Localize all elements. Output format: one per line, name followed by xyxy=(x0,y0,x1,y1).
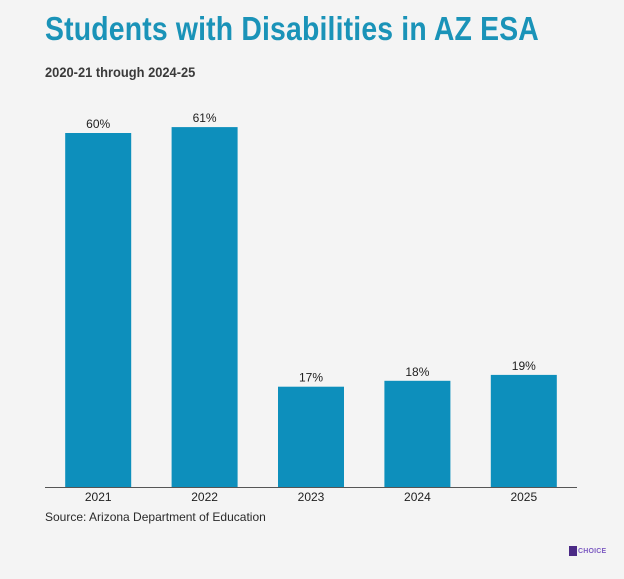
x-tick-label-2025: 2025 xyxy=(510,490,537,504)
chart-title: Students with Disabilities in AZ ESA xyxy=(45,10,539,47)
x-tick-label-2021: 2021 xyxy=(85,490,112,504)
data-label-2022: 61% xyxy=(193,111,217,125)
data-label-2021: 60% xyxy=(86,117,110,131)
publisher-logo: CHOICE xyxy=(569,545,606,557)
source-note: Source: Arizona Department of Education xyxy=(45,510,266,524)
bar-2024 xyxy=(384,380,451,487)
bar-2025 xyxy=(490,374,557,487)
logo-text: CHOICE xyxy=(578,547,607,555)
x-tick-label-2022: 2022 xyxy=(191,490,218,504)
x-tick-label-2023: 2023 xyxy=(298,490,325,504)
bar-2023 xyxy=(278,386,344,487)
data-label-2023: 17% xyxy=(299,371,323,385)
bar-chart: 60% 2021 61% 2022 17% 2023 18% 2024 19% 2025 xyxy=(45,111,577,504)
bar-2022 xyxy=(171,127,238,487)
data-label-2024: 18% xyxy=(405,365,429,379)
data-label-2025: 19% xyxy=(512,359,536,373)
x-tick-label-2024: 2024 xyxy=(404,490,431,504)
bar-2021 xyxy=(65,133,132,487)
logo-mark-icon xyxy=(569,546,577,556)
chart-subtitle: 2020-21 through 2024-25 xyxy=(45,64,196,80)
